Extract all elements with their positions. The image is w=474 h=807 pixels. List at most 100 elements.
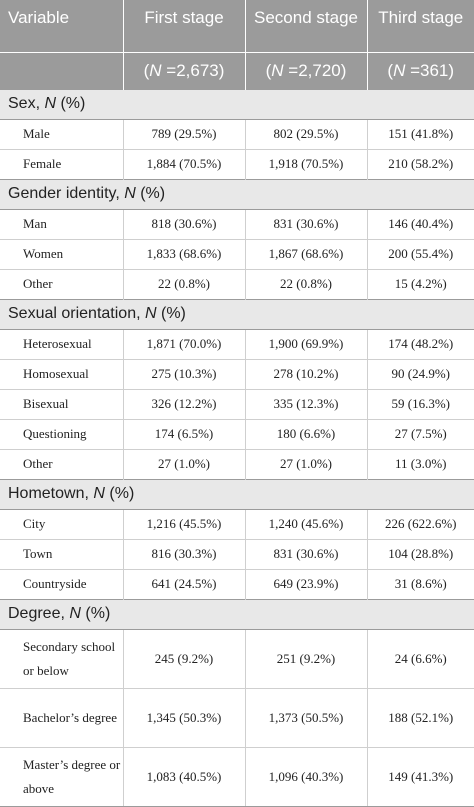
third-stage-cell: 15 (4.2%) <box>367 268 474 299</box>
third-stage-cell: 149 (41.3%) <box>367 746 474 807</box>
second-stage-cell: 831 (30.6%) <box>245 538 368 569</box>
table-row: Bachelor’s degree 1,345 (50.3%) 1,373 (50.… <box>0 687 474 747</box>
first-stage-cell: 816 (30.3%) <box>123 538 246 569</box>
header-row: Variable First stage Second stage Third … <box>0 0 474 52</box>
table-row: Homosexual 275 (10.3%) 278 (10.2%) 90 (24.9… <box>0 358 474 389</box>
third-stage-cell: 90 (24.9%) <box>367 358 474 389</box>
first-stage-cell: 789 (29.5%) <box>123 118 246 149</box>
third-stage-cell: 210 (58.2%) <box>367 148 474 179</box>
second-stage-cell: 1,900 (69.9%) <box>245 328 368 359</box>
row-label: Women <box>0 238 124 269</box>
table-row: Questioning 174 (6.5%) 180 (6.6%) 27 (7.5%) <box>0 418 474 449</box>
second-stage-cell: 802 (29.5%) <box>245 118 368 149</box>
table-row: Town 816 (30.3%) 831 (30.6%) 104 (28.8%) <box>0 538 474 569</box>
section-row-orientation: Sexual orientation, N (%) <box>0 298 474 330</box>
second-stage-cell: 1,096 (40.3%) <box>245 746 368 807</box>
section-title: Sex, N (%) <box>0 88 474 120</box>
table-row: Countryside 641 (24.5%) 649 (23.9%) 31 (8.6… <box>0 568 474 599</box>
second-stage-cell: 180 (6.6%) <box>245 418 368 449</box>
row-label: Heterosexual <box>0 328 124 359</box>
first-stage-cell: 818 (30.6%) <box>123 208 246 239</box>
second-stage-cell: 1,867 (68.6%) <box>245 238 368 269</box>
second-stage-cell: 831 (30.6%) <box>245 208 368 239</box>
first-stage-cell: 326 (12.2%) <box>123 388 246 419</box>
header-n-second: (N =2,720) <box>245 51 368 89</box>
header-first-stage: First stage <box>123 0 246 52</box>
first-stage-cell: 1,345 (50.3%) <box>123 687 246 747</box>
second-stage-cell: 251 (9.2%) <box>245 628 368 688</box>
second-stage-cell: 649 (23.9%) <box>245 568 368 599</box>
third-stage-cell: 146 (40.4%) <box>367 208 474 239</box>
third-stage-cell: 31 (8.6%) <box>367 568 474 599</box>
table-body: Sex, N (%) Male 789 (29.5%) 802 (29.5%) 151 … <box>0 88 474 807</box>
table-row: City 1,216 (45.5%) 1,240 (45.6%) 226 (622.6… <box>0 508 474 539</box>
first-stage-cell: 245 (9.2%) <box>123 628 246 688</box>
second-stage-cell: 27 (1.0%) <box>245 448 368 479</box>
header-n-third: (N =361) <box>367 51 474 89</box>
table-row: Heterosexual 1,871 (70.0%) 1,900 (69.9%) 17… <box>0 328 474 359</box>
section-row-hometown: Hometown, N (%) <box>0 478 474 510</box>
third-stage-cell: 174 (48.2%) <box>367 328 474 359</box>
table-row: Other 27 (1.0%) 27 (1.0%) 11 (3.0%) <box>0 448 474 479</box>
table-row: Other 22 (0.8%) 22 (0.8%) 15 (4.2%) <box>0 268 474 299</box>
section-title: Hometown, N (%) <box>0 478 474 510</box>
first-stage-cell: 1,216 (45.5%) <box>123 508 246 539</box>
row-label: Bisexual <box>0 388 124 419</box>
row-label: Male <box>0 118 124 149</box>
table-row: Women 1,833 (68.6%) 1,867 (68.6%) 200 (55.4… <box>0 238 474 269</box>
row-label: Bachelor’s degree <box>0 687 124 747</box>
first-stage-cell: 275 (10.3%) <box>123 358 246 389</box>
section-row-sex: Sex, N (%) <box>0 88 474 120</box>
second-stage-cell: 1,373 (50.5%) <box>245 687 368 747</box>
third-stage-cell: 59 (16.3%) <box>367 388 474 419</box>
second-stage-cell: 22 (0.8%) <box>245 268 368 299</box>
second-stage-cell: 1,240 (45.6%) <box>245 508 368 539</box>
second-stage-cell: 335 (12.3%) <box>245 388 368 419</box>
table-row: Master’s degree or above 1,083 (40.5%) 1,0… <box>0 746 474 807</box>
third-stage-cell: 11 (3.0%) <box>367 448 474 479</box>
first-stage-cell: 641 (24.5%) <box>123 568 246 599</box>
header-n-empty <box>0 51 124 89</box>
header-n-first: (N =2,673) <box>123 51 246 89</box>
section-title: Sexual orientation, N (%) <box>0 298 474 330</box>
third-stage-cell: 226 (622.6%) <box>367 508 474 539</box>
first-stage-cell: 22 (0.8%) <box>123 268 246 299</box>
table-row: Man 818 (30.6%) 831 (30.6%) 146 (40.4%) <box>0 208 474 239</box>
third-stage-cell: 27 (7.5%) <box>367 418 474 449</box>
section-title: Degree, N (%) <box>0 598 474 630</box>
header-third-stage: Third stage <box>367 0 474 52</box>
first-stage-cell: 27 (1.0%) <box>123 448 246 479</box>
first-stage-cell: 1,083 (40.5%) <box>123 746 246 807</box>
section-row-gender: Gender identity, N (%) <box>0 178 474 210</box>
first-stage-cell: 1,884 (70.5%) <box>123 148 246 179</box>
third-stage-cell: 200 (55.4%) <box>367 238 474 269</box>
third-stage-cell: 24 (6.6%) <box>367 628 474 688</box>
second-stage-cell: 1,918 (70.5%) <box>245 148 368 179</box>
table-row: Female 1,884 (70.5%) 1,918 (70.5%) 210 (58.… <box>0 148 474 179</box>
row-label: Master’s degree or above <box>0 746 124 807</box>
table-row: Bisexual 326 (12.2%) 335 (12.3%) 59 (16.3%) <box>0 388 474 419</box>
section-row-degree: Degree, N (%) <box>0 598 474 630</box>
third-stage-cell: 188 (52.1%) <box>367 687 474 747</box>
header-n-row: (N =2,673) (N =2,720) (N =361) <box>0 51 474 89</box>
header-variable: Variable <box>0 0 124 52</box>
row-label: Man <box>0 208 124 239</box>
first-stage-cell: 174 (6.5%) <box>123 418 246 449</box>
third-stage-cell: 151 (41.8%) <box>367 118 474 149</box>
second-stage-cell: 278 (10.2%) <box>245 358 368 389</box>
first-stage-cell: 1,833 (68.6%) <box>123 238 246 269</box>
section-title: Gender identity, N (%) <box>0 178 474 210</box>
first-stage-cell: 1,871 (70.0%) <box>123 328 246 359</box>
row-label: Other <box>0 268 124 299</box>
table-row: Male 789 (29.5%) 802 (29.5%) 151 (41.8%) <box>0 118 474 149</box>
row-label: Questioning <box>0 418 124 449</box>
third-stage-cell: 104 (28.8%) <box>367 538 474 569</box>
row-label: City <box>0 508 124 539</box>
row-label: Homosexual <box>0 358 124 389</box>
row-label: Female <box>0 148 124 179</box>
header-second-stage: Second stage <box>245 0 368 52</box>
row-label: Other <box>0 448 124 479</box>
row-label: Town <box>0 538 124 569</box>
row-label: Secondary school or below <box>0 628 124 688</box>
